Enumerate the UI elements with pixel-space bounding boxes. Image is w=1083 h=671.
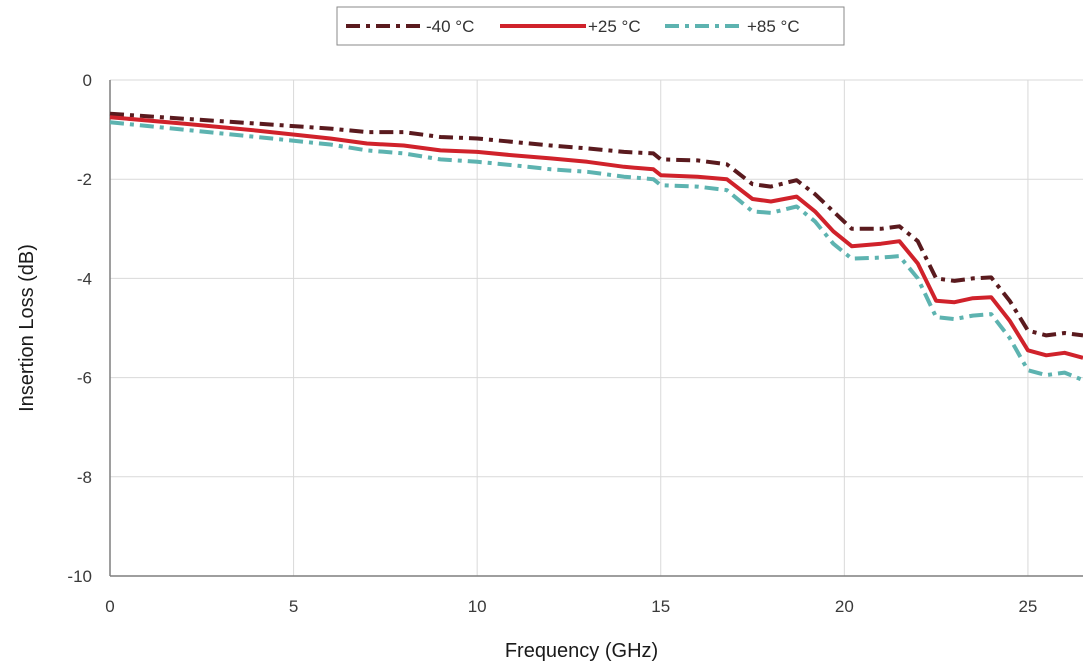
y-tick-label: 0 <box>83 71 92 90</box>
gridlines <box>110 79 1083 576</box>
x-tick-label: 15 <box>651 597 670 616</box>
legend: -40 °C +25 °C +85 °C <box>336 6 845 46</box>
series-line-0 <box>109 111 1083 338</box>
legend-label-plus85: +85 °C <box>747 17 800 36</box>
x-tick-label: 25 <box>1018 597 1037 616</box>
x-tick-label: 10 <box>468 597 487 616</box>
y-tick-label: -6 <box>77 369 92 388</box>
x-axis-title: Frequency (GHz) <box>505 640 658 662</box>
legend-box <box>336 6 845 46</box>
y-tick-label: -10 <box>67 567 92 586</box>
y-axis-title: Insertion Loss (dB) <box>16 244 38 412</box>
legend-label-minus40: -40 °C <box>426 17 474 36</box>
series-line-1 <box>109 115 1083 360</box>
y-tick-label: -4 <box>77 269 92 288</box>
y-tick-label: -8 <box>77 468 92 487</box>
series-lines <box>109 111 1083 382</box>
legend-label-plus25: +25 °C <box>588 17 641 36</box>
axes <box>109 80 1083 577</box>
x-tick-label: 0 <box>105 597 114 616</box>
y-tick-labels: 0 -2 -4 -6 -8 -10 <box>67 71 92 586</box>
series-line-2 <box>109 120 1083 382</box>
x-tick-label: 5 <box>289 597 298 616</box>
x-tick-labels: 0 5 10 15 20 25 <box>105 597 1037 616</box>
y-tick-label: -2 <box>77 170 92 189</box>
x-tick-label: 20 <box>835 597 854 616</box>
